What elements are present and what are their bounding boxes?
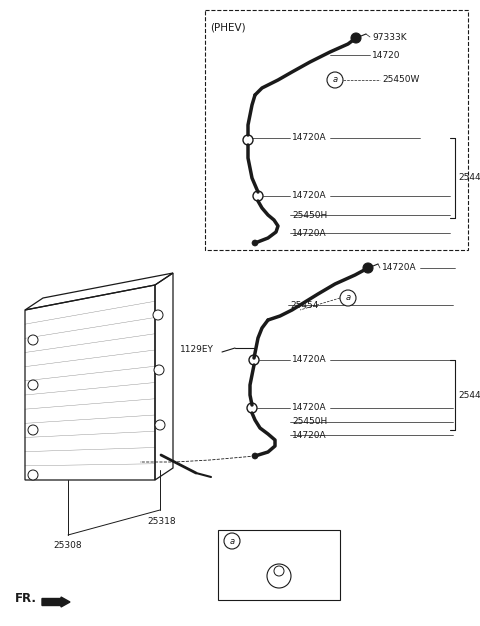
Text: 91960H: 91960H <box>244 536 282 546</box>
Circle shape <box>340 290 356 306</box>
Text: 25318: 25318 <box>147 518 176 526</box>
Text: 14720A: 14720A <box>292 431 326 439</box>
Text: 25443X: 25443X <box>458 391 480 399</box>
Text: 25443X: 25443X <box>458 173 480 183</box>
Circle shape <box>252 240 258 246</box>
Text: a: a <box>346 294 350 302</box>
Text: (PHEV): (PHEV) <box>210 22 246 32</box>
Circle shape <box>28 380 38 390</box>
Circle shape <box>153 310 163 320</box>
Text: a: a <box>229 536 235 545</box>
Circle shape <box>351 33 361 43</box>
Text: 25450H: 25450H <box>292 210 327 220</box>
Bar <box>205 10 468 250</box>
Circle shape <box>28 470 38 480</box>
Text: 25450H: 25450H <box>292 418 327 426</box>
Circle shape <box>363 263 373 273</box>
Circle shape <box>252 453 258 459</box>
Circle shape <box>224 533 240 549</box>
Circle shape <box>155 420 165 430</box>
Text: FR.: FR. <box>15 592 37 605</box>
Text: 14720A: 14720A <box>292 133 326 143</box>
Text: 25454: 25454 <box>290 300 318 309</box>
Text: 14720A: 14720A <box>292 404 326 413</box>
Text: 25450W: 25450W <box>382 76 420 85</box>
Text: 1129EY: 1129EY <box>180 346 214 354</box>
Circle shape <box>28 425 38 435</box>
Bar <box>218 530 340 600</box>
Text: 97333K: 97333K <box>372 33 407 41</box>
Text: 25308: 25308 <box>53 540 82 550</box>
Text: 14720A: 14720A <box>292 192 326 200</box>
Circle shape <box>327 72 343 88</box>
FancyArrow shape <box>42 597 70 607</box>
Text: 14720A: 14720A <box>292 228 326 237</box>
Circle shape <box>154 365 164 375</box>
Text: 14720A: 14720A <box>292 356 326 364</box>
Text: a: a <box>333 76 337 85</box>
Text: 14720: 14720 <box>372 51 400 59</box>
Circle shape <box>28 335 38 345</box>
Text: 14720A: 14720A <box>382 264 417 272</box>
